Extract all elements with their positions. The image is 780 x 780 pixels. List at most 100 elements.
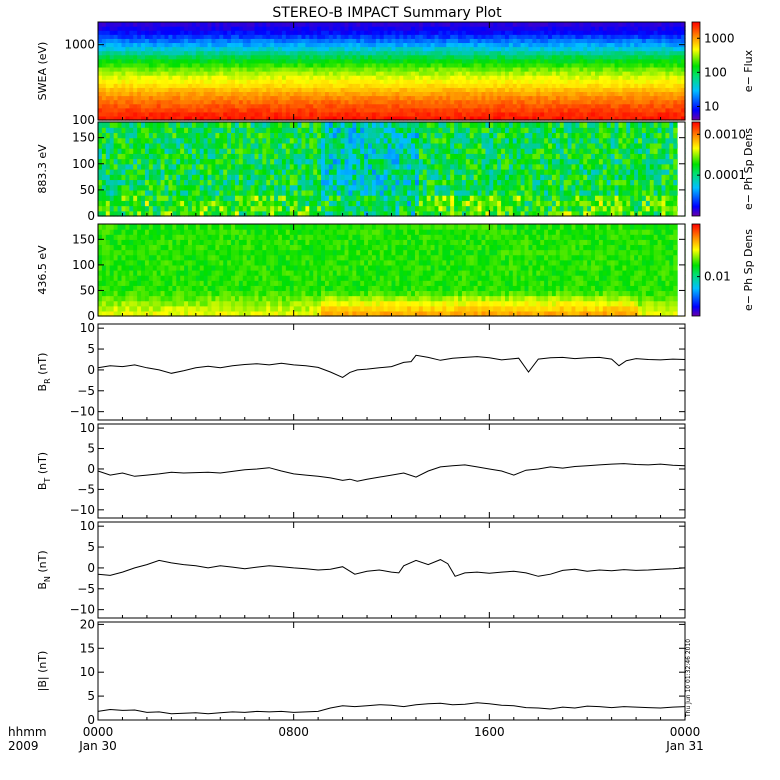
pad883-heatmap-cell <box>98 189 103 196</box>
swea-heatmap-cell <box>109 115 115 121</box>
pad883-heatmap-cell <box>141 179 146 186</box>
swea-heatmap-cell <box>317 95 322 101</box>
swea-heatmap-cell <box>133 75 138 80</box>
swea-heatmap-cell <box>117 75 123 80</box>
pad883-heatmap-cell <box>336 189 342 196</box>
swea-heatmap-cell <box>262 30 267 35</box>
swea-heatmap-cell <box>113 22 119 27</box>
swea-heatmap-cell <box>473 71 479 76</box>
swea-heatmap-cell <box>516 103 522 109</box>
swea-heatmap-cell <box>383 62 389 68</box>
swea-heatmap-cell <box>508 42 514 48</box>
swea-heatmap-cell <box>555 66 561 72</box>
swea-heatmap-cell <box>344 58 350 64</box>
swea-heatmap-cell <box>215 62 220 68</box>
swea-heatmap-cell <box>121 103 126 109</box>
swea-heatmap-cell <box>293 95 299 101</box>
swea-heatmap-cell <box>387 111 393 117</box>
pad883-heatmap-cell <box>98 127 103 134</box>
swea-heatmap-cell <box>571 83 577 88</box>
swea-heatmap-cell <box>520 103 526 109</box>
pad883-heatmap-cell <box>321 189 326 196</box>
swea-heatmap-cell <box>497 79 502 84</box>
pad883-heatmap-cell <box>207 148 213 154</box>
swea-heatmap-cell <box>669 95 674 101</box>
swea-heatmap-cell <box>454 79 459 84</box>
swea-heatmap-cell <box>332 22 338 27</box>
swea-heatmap-cell <box>544 79 549 84</box>
pad883-heatmap-cell <box>250 137 256 144</box>
swea-heatmap-cell <box>626 103 631 109</box>
swea-heatmap-cell <box>168 95 173 101</box>
swea-heatmap-cell <box>375 38 381 44</box>
pad883-heatmap-cell <box>270 148 275 154</box>
swea-heatmap-cell <box>258 38 263 44</box>
pad883-heatmap-cell <box>219 210 224 217</box>
swea-heatmap-cell <box>340 87 346 93</box>
swea-heatmap-cell <box>622 87 627 93</box>
swea-heatmap-cell <box>254 58 260 64</box>
swea-heatmap-cell <box>270 38 275 44</box>
swea-heatmap-cell <box>164 66 170 72</box>
swea-ytick-label: 100 <box>72 113 95 127</box>
swea-heatmap-cell <box>563 107 569 113</box>
swea-heatmap-cell <box>673 95 678 101</box>
swea-heatmap-cell <box>567 115 573 121</box>
pad883-heatmap-cell <box>340 205 346 212</box>
swea-heatmap-cell <box>379 34 385 39</box>
pad883-heatmap-cell <box>293 137 299 144</box>
swea-heatmap-cell <box>156 50 162 56</box>
swea-heatmap-cell <box>649 62 655 68</box>
swea-heatmap-cell <box>653 103 659 109</box>
swea-heatmap-cell <box>98 71 103 76</box>
swea-heatmap-cell <box>395 42 400 48</box>
swea-heatmap-cell <box>559 50 565 56</box>
pad883-heatmap-cell <box>113 179 119 186</box>
pad883-heatmap-cell <box>387 174 393 181</box>
swea-heatmap-cell <box>317 115 322 121</box>
pad883-heatmap-cell <box>324 153 330 160</box>
swea-heatmap-cell <box>587 66 592 72</box>
pad883-heatmap-cell <box>203 142 209 149</box>
swea-heatmap-cell <box>626 75 631 80</box>
pad883-heatmap-cell <box>360 179 365 186</box>
swea-heatmap-cell <box>461 107 467 113</box>
swea-heatmap-cell <box>622 34 627 39</box>
swea-heatmap-cell <box>356 91 361 97</box>
swea-heatmap-cell <box>559 111 565 117</box>
swea-heatmap-cell <box>387 87 393 93</box>
swea-heatmap-cell <box>626 54 631 60</box>
pad883-heatmap-cell <box>152 210 158 217</box>
pad883-heatmap-cell <box>336 195 342 201</box>
swea-heatmap-cell <box>450 91 455 97</box>
swea-heatmap-cell <box>458 75 463 80</box>
swea-heatmap-cell <box>626 34 631 39</box>
swea-heatmap-cell <box>524 46 530 52</box>
swea-heatmap-cell <box>614 38 620 44</box>
swea-heatmap-cell <box>450 103 455 109</box>
swea-heatmap-cell <box>630 30 635 35</box>
pad883-heatmap-cell <box>219 195 224 201</box>
pad883-heatmap-cell <box>215 179 220 186</box>
swea-heatmap-cell <box>219 107 224 113</box>
swea-heatmap-cell <box>598 115 604 121</box>
pad883-heatmap-cell <box>180 122 185 128</box>
swea-heatmap-cell <box>391 54 397 60</box>
swea-heatmap-cell <box>332 111 338 117</box>
swea-heatmap-cell <box>579 62 584 68</box>
swea-heatmap-cell <box>109 111 115 117</box>
swea-heatmap-cell <box>594 46 600 52</box>
pad883-heatmap-cell <box>321 153 326 160</box>
swea-heatmap-cell <box>504 91 510 97</box>
swea-heatmap-cell <box>614 99 620 105</box>
swea-heatmap-cell <box>657 91 663 97</box>
swea-heatmap-cell <box>411 62 416 68</box>
pad883-heatmap-cell <box>321 148 326 154</box>
swea-heatmap-cell <box>336 34 342 39</box>
swea-heatmap-cell <box>262 71 267 76</box>
swea-heatmap-cell <box>571 115 577 121</box>
pad883-heatmap-cell <box>191 163 197 170</box>
swea-heatmap-cell <box>274 34 279 39</box>
pad883-heatmap-cell <box>274 169 279 175</box>
swea-heatmap-cell <box>544 87 549 93</box>
